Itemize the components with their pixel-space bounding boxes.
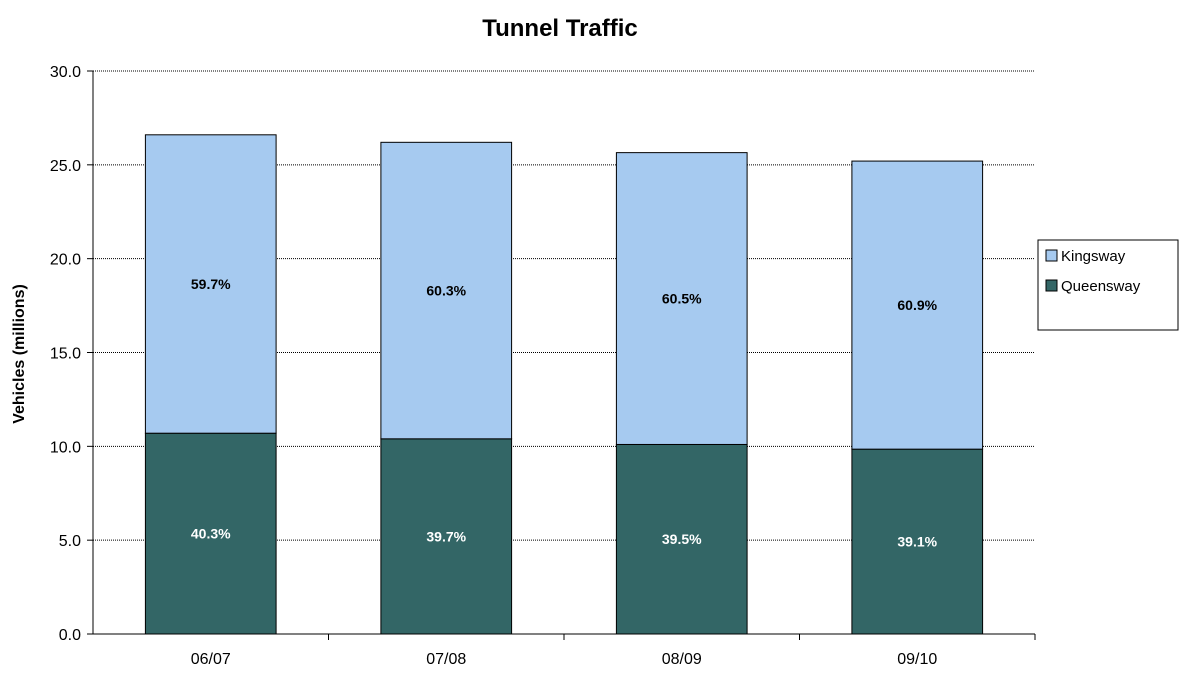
y-tick-label: 10.0	[50, 439, 81, 456]
bars: 40.3% 59.7% 39.7% 60.3% 39.5% 60.5% 39.1% 60.9%	[144, 134, 984, 635]
y-axis-label: Vehicles (millions)	[11, 284, 28, 424]
y-tick-label: 15.0	[50, 346, 81, 363]
data-label: 59.7%	[191, 276, 231, 292]
chart-title: Tunnel Traffic	[482, 15, 638, 42]
legend-swatch	[1045, 249, 1058, 262]
x-tick-label: 09/10	[897, 651, 937, 668]
y-tick-label: 5.0	[59, 533, 81, 550]
bar-segment	[851, 448, 984, 635]
bar-segment	[615, 443, 748, 635]
legend-swatch	[1045, 279, 1058, 292]
bar-segment	[380, 438, 513, 635]
axes: 0.0 5.0 10.0 15.0 20.0 25.0 30.0 06/07 07/08 08/0…	[50, 64, 1036, 668]
y-tick-label: 30.0	[50, 64, 81, 81]
data-label: 39.5%	[662, 531, 702, 547]
bar-segment	[144, 134, 277, 434]
legend-label: Queensway	[1061, 278, 1141, 295]
y-tick-label: 0.0	[59, 627, 81, 644]
legend: Kingsway Queensway	[1037, 239, 1179, 331]
bar-segment	[380, 141, 513, 440]
legend-box	[1037, 239, 1179, 331]
legend-label: Kingsway	[1061, 248, 1126, 265]
x-tick-label: 06/07	[191, 651, 231, 668]
x-tick-label: 07/08	[426, 651, 466, 668]
bar-segment	[615, 152, 748, 445]
data-label: 60.3%	[426, 283, 466, 299]
bar-segment	[851, 160, 984, 450]
data-label: 60.9%	[897, 297, 937, 313]
y-tick-label: 20.0	[50, 252, 81, 269]
data-label: 60.5%	[662, 291, 702, 307]
data-label: 40.3%	[191, 526, 231, 542]
data-label: 39.1%	[897, 534, 937, 550]
x-tick-label: 08/09	[662, 651, 702, 668]
data-label: 39.7%	[426, 528, 466, 544]
y-tick-label: 25.0	[50, 158, 81, 175]
